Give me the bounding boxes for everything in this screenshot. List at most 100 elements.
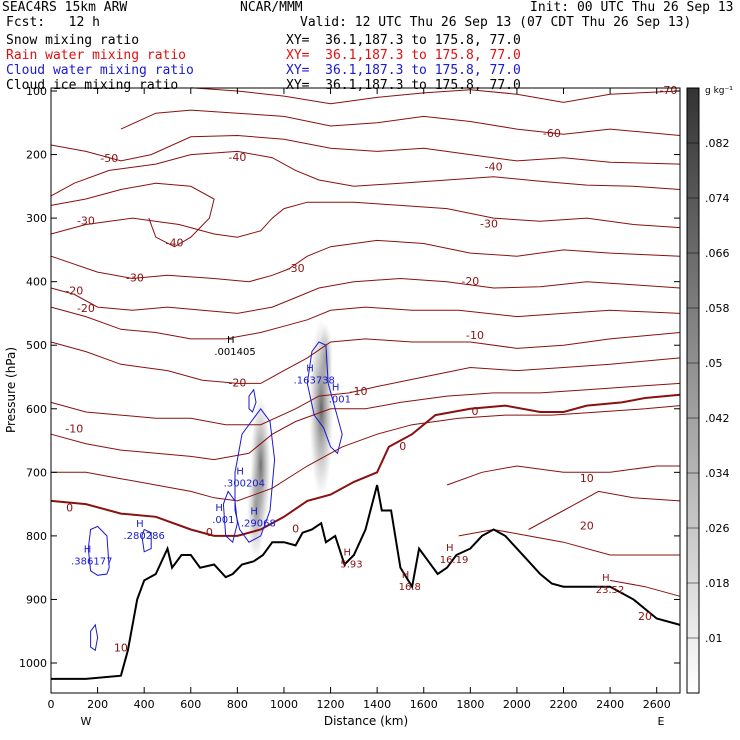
temperature-contour-label: 0 xyxy=(66,502,73,515)
high-value-label: .001405 xyxy=(214,347,255,358)
high-marker: H xyxy=(250,506,258,517)
high-value-label: .163738 xyxy=(294,375,335,386)
temperature-contour-line xyxy=(120,109,681,136)
high-value-label: 16.19 xyxy=(440,555,469,566)
cloud-water-contour xyxy=(222,490,238,544)
plot-frame xyxy=(50,87,681,694)
temperature-contour-label: 20 xyxy=(580,520,594,533)
forecast-hour: Fcst: 12 h xyxy=(6,15,100,30)
valid-time: Valid: 12 UTC Thu 26 Sep 13 (07 CDT Thu … xyxy=(300,15,692,30)
temperature-contour-label: -60 xyxy=(543,127,561,140)
temperature-contour-line xyxy=(190,87,681,105)
x-end-label-east: E xyxy=(658,715,665,728)
temperature-contour-label: -40 xyxy=(485,160,503,173)
temperature-contour-line xyxy=(50,306,681,340)
y-tick-label: 300 xyxy=(26,212,47,225)
cloud-water-contour xyxy=(234,407,276,543)
high-value-label: .29068 xyxy=(241,518,276,529)
x-tick-label: 1600 xyxy=(410,698,438,711)
colorbar-label: .058 xyxy=(705,302,730,315)
cloud-water-contour xyxy=(87,525,110,576)
center-name: NCAR/MMM xyxy=(240,0,303,15)
temperature-contour-line xyxy=(458,528,680,556)
temperature-contour-label: -20 xyxy=(461,275,479,288)
temperature-contour-label: -70 xyxy=(659,84,677,97)
x-tick-label: 2200 xyxy=(550,698,578,711)
temperature-contour-label: 0 xyxy=(206,526,213,539)
temperature-contour-line xyxy=(50,357,681,426)
temperature-contour-line xyxy=(528,490,681,530)
colorbar-label: .018 xyxy=(705,577,730,590)
high-value-label: 23.52 xyxy=(596,585,625,596)
temperature-contour-label: -10 xyxy=(466,329,484,342)
y-tick-label: 100 xyxy=(26,85,47,98)
temperature-contour-label: 20 xyxy=(638,610,652,623)
legend-cloud-label: Cloud water mixing ratio xyxy=(6,63,194,78)
temperature-contour-label: -40 xyxy=(228,151,246,164)
y-tick-label: 600 xyxy=(26,403,47,416)
temperature-contour-line xyxy=(50,150,681,197)
temperature-contour-line xyxy=(446,465,680,486)
model-title: SEAC4RS 15km ARW xyxy=(2,0,128,15)
x-tick-label: 1800 xyxy=(456,698,484,711)
y-tick-label: 400 xyxy=(26,276,47,289)
temperature-contour-line xyxy=(50,134,681,165)
init-time: Init: 00 UTC Thu 26 Sep 13 xyxy=(530,0,734,15)
temperature-contour-line xyxy=(610,579,681,597)
high-value-label: .300204 xyxy=(224,478,265,489)
temperature-contour-line xyxy=(50,393,681,537)
x-tick-label: 1200 xyxy=(317,698,345,711)
temperature-contour-label: -20 xyxy=(65,284,83,297)
y-tick-label: 800 xyxy=(26,530,47,543)
temperature-contour-line xyxy=(50,382,681,461)
colorbar-label: .074 xyxy=(705,192,730,205)
cloud-water-contour xyxy=(90,623,99,652)
legend-snow-label: Snow mixing ratio xyxy=(6,33,140,48)
temperature-contour-label: -30 xyxy=(126,272,144,285)
x-tick-label: 2600 xyxy=(643,698,671,711)
temperature-contour-label: 0 xyxy=(292,523,299,536)
high-marker: H xyxy=(136,519,144,530)
legend-cloud-xy: XY= 36.1,187.3 to 175.8, 77.0 xyxy=(286,63,521,78)
colorbar-label: .01 xyxy=(705,632,723,645)
x-tick-label: 2000 xyxy=(503,698,531,711)
colorbar-label: .066 xyxy=(705,247,730,260)
y-tick-label: 1000 xyxy=(19,657,47,670)
temperature-contour-label: 0 xyxy=(399,440,406,453)
temperature-contour-label: -20 xyxy=(228,377,246,390)
legend-ice-label: Cloud ice mixing ratio xyxy=(6,78,179,93)
temperature-contour-label: -30 xyxy=(77,214,95,227)
y-tick-label: 500 xyxy=(26,339,47,352)
high-marker: H xyxy=(215,503,223,514)
temperature-contour-label: 10 xyxy=(114,642,128,655)
cloud-water-contour xyxy=(306,341,343,455)
temperature-contour-layer xyxy=(50,87,681,597)
high-value-label: 16.8 xyxy=(399,582,421,593)
high-marker: H xyxy=(227,335,235,346)
temperature-contour-label: -30 xyxy=(287,262,305,275)
x-tick-label: 0 xyxy=(48,698,55,711)
contour-label-layer: -70 -60 -50 -40 -40 -40 -30 -30 -30 -30 -20 -20 -20 -… xyxy=(65,84,677,654)
snow-shading-blob xyxy=(318,322,333,393)
y-tick-label: 900 xyxy=(26,593,47,606)
x-tick-label: 1400 xyxy=(363,698,391,711)
high-value-label: 5.93 xyxy=(340,560,362,571)
x-tick-label: 2400 xyxy=(596,698,624,711)
colorbar-unit: g kg⁻¹ xyxy=(705,86,733,96)
high-marker: H xyxy=(332,382,340,393)
high-marker: H xyxy=(402,570,410,581)
colorbar-ramp xyxy=(686,87,700,694)
temperature-contour-line xyxy=(51,405,681,502)
temperature-contour-line xyxy=(50,332,681,384)
legend-rain-xy: XY= 36.1,187.3 to 175.8, 77.0 xyxy=(286,48,521,63)
x-tick-label: 800 xyxy=(227,698,248,711)
colorbar-label: .05 xyxy=(705,357,723,370)
high-value-label: .386177 xyxy=(71,556,112,567)
x-axis-title: Distance (km) xyxy=(324,714,408,728)
x-tick-label: 600 xyxy=(180,698,201,711)
temperature-contour-line xyxy=(50,182,215,248)
high-marker: H xyxy=(446,543,454,554)
temperature-contour-label: -10 xyxy=(65,422,83,435)
legend-snow-xy: XY= 36.1,187.3 to 175.8, 77.0 xyxy=(286,33,521,48)
x-tick-label: 1000 xyxy=(270,698,298,711)
